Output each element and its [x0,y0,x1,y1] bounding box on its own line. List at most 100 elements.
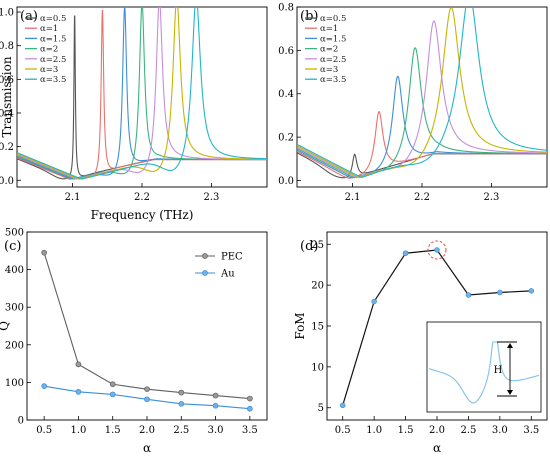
data-point [75,361,82,368]
data-point [178,389,185,396]
series-line [297,75,547,179]
x-tick-label: 3.5 [242,425,258,436]
x-tick-label: 2.3 [203,192,219,203]
x-axis-title: α [143,441,151,455]
legend-label: α=3 [40,65,58,75]
x-tick-label: 0.5 [36,425,52,436]
inset-h-label: H [494,365,503,376]
data-point [109,391,116,398]
x-tick-label: 2.5 [173,425,189,436]
data-point [41,383,47,390]
y-tick-label: 0.6 [278,46,294,57]
x-tick-label: 2.2 [414,192,430,203]
panel-d: 0.5 1.0 1.5 2.0 2.5 3.0 3.5 5 10 15 20 25(d) Hα FoM [293,231,548,455]
x-tick-label: 2.1 [65,192,81,203]
x-tick-label: 3.5 [523,425,539,436]
data-point [528,288,535,294]
data-point [212,392,219,399]
y-tick-label: 0.0 [278,176,294,187]
arrow-head-up [507,343,513,348]
y-tick-label: 0.8 [278,3,294,14]
y-tick-label: 0.0 [0,176,14,187]
series-line [297,7,547,179]
panel-c: 0.5 1.0 1.5 2.0 2.5 3.0 3.5 0 100 200 300 400 500(c)… [0,228,268,455]
y-tick-label: 1.0 [0,8,14,19]
inset-frame [426,321,542,413]
y-tick-label: 0.6 [0,75,14,86]
series-line [297,47,547,179]
x-tick-label: 2.1 [345,192,361,203]
legend-label: α=3.5 [40,75,66,85]
y-tick-label: 0.2 [0,142,14,153]
y-tick-label: 0.4 [0,108,14,119]
y-tick-label: 100 [5,378,24,389]
series-line [17,7,267,180]
data-point [247,395,253,402]
x-tick-label: 2.2 [134,192,150,203]
x-tick-label: 1.5 [398,425,414,436]
x-tick-label: 3.0 [208,425,224,436]
y-tick-label: 20 [311,281,324,292]
arrow-head-down [507,390,513,395]
panel-a: 2.1 2.2 2.30.00.20.40.60.81.0 (a) α=0.5α=1α=… [0,6,268,222]
legend-label: α=2 [40,45,58,55]
y-tick-label: 5 [318,403,324,414]
data-point [75,388,82,395]
data-point [371,298,377,305]
inset-curve [428,341,540,404]
series-line [297,20,547,179]
y-axis-title: Transmission [0,56,14,137]
data-point [247,405,253,412]
legend-label: PEC [221,252,243,263]
legend-label: α=3 [320,65,338,75]
x-tick-label: 1.5 [105,425,121,436]
y-axis-title: FoM [293,312,307,339]
legend-label: α=2.5 [320,55,346,65]
data-point [144,396,150,403]
legend-marker [202,270,208,276]
legend-marker [202,253,208,259]
y-tick-label: 15 [311,322,324,333]
panel-label: (c) [4,239,21,254]
y-tick-label: 200 [5,340,24,351]
data-point [212,402,219,409]
y-tick-label: 25 [311,240,324,251]
y-tick-label: 0 [18,416,24,427]
peak-highlight-circle [427,240,447,260]
x-tick-label: 2.0 [429,425,445,436]
x-tick-label: 2.3 [483,192,499,203]
panel-label: (a) [20,9,38,24]
x-tick-label: 3.0 [492,425,508,436]
x-tick-label: 2.0 [139,425,155,436]
data-point [402,250,409,257]
legend-label: α=0.5 [40,14,66,24]
legend-label: Au [220,269,235,280]
data-point [339,402,346,409]
legend-label: α=2 [320,45,338,55]
x-tick-label: 1.0 [70,425,86,436]
series-line [297,7,547,179]
data-point [41,249,47,256]
data-point [497,289,503,296]
y-tick-label: 0.4 [278,89,294,100]
legend-label: α=0.5 [320,14,346,24]
y-tick-label: 300 [5,303,24,314]
y-tick-label: 10 [311,362,324,373]
legend-label: α=3.5 [320,75,346,85]
series-line [17,7,267,180]
y-tick-label: 0.2 [278,133,294,144]
data-point [178,400,185,407]
x-axis-title: α [433,441,441,455]
panel-label: (b) [300,9,318,24]
panel-b: 2.1 2.2 2.3 0.0 0.2 0.4 0.6 0.8 (b) α=0.5α=1α=1.5… [278,3,548,203]
data-point [434,247,440,253]
panel-label: (d) [300,239,318,254]
x-axis-title: Frequency (THz) [91,208,194,222]
data-point [144,386,150,393]
legend-label: α=1.5 [320,34,346,44]
series-line [43,252,250,400]
x-tick-label: 1.0 [366,425,382,436]
legend-label: α=1 [40,24,58,34]
legend-label: α=1 [320,24,338,34]
series-line [17,7,267,180]
